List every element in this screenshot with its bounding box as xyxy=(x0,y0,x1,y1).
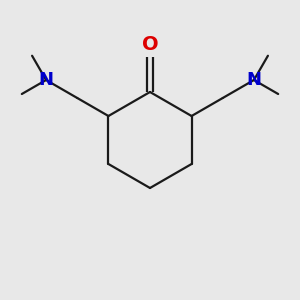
Text: N: N xyxy=(39,71,54,89)
Text: O: O xyxy=(142,35,158,54)
Text: N: N xyxy=(246,71,261,89)
